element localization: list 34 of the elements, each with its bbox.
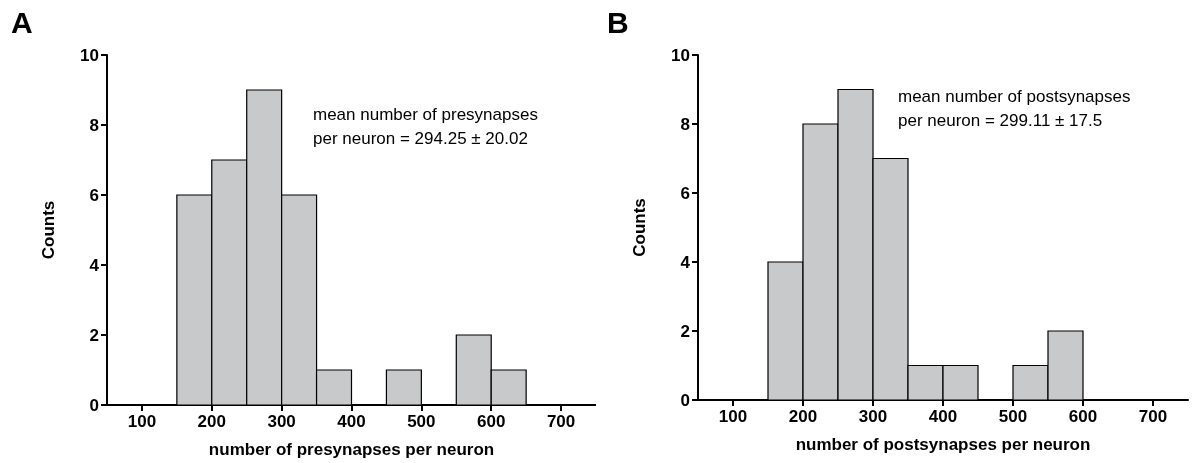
annotation: mean number of postsynapses per neuron = 299.11 ± 17.5: [898, 86, 1131, 130]
y-tick-label: 4: [680, 252, 691, 272]
x-tick-label: 700: [546, 412, 576, 431]
x-tick-label: 300: [858, 407, 888, 426]
x-tick-label: 100: [127, 412, 157, 431]
y-tick-label: 0: [89, 395, 99, 415]
y-tick-label: 4: [89, 255, 100, 275]
y-axis-title: Counts: [630, 198, 649, 257]
x-tick-label: 400: [928, 407, 958, 426]
x-tick-label: 200: [197, 412, 226, 431]
x-tick-label: 200: [788, 407, 818, 426]
y-tick-label: 6: [89, 185, 99, 205]
x-tick-label: 700: [1138, 407, 1168, 426]
y-tick-label: 10: [671, 45, 690, 65]
chart-title: B: [607, 5, 629, 39]
annotation: mean number of presynapses per neuron = 294.25 ± 20.02: [313, 104, 538, 148]
y-tick-label: 10: [80, 45, 99, 65]
y-tick-label: 8: [680, 114, 690, 134]
x-tick-label: 500: [407, 412, 436, 431]
chart-title: A: [11, 5, 33, 39]
x-tick-label: 100: [718, 407, 748, 426]
x-tick-label: 500: [998, 407, 1028, 426]
y-tick-label: 2: [89, 325, 99, 345]
x-tick-label: 600: [477, 412, 506, 431]
x-tick-label: 400: [337, 412, 366, 431]
y-axis-title: Counts: [39, 200, 58, 260]
y-tick-label: 0: [680, 390, 690, 410]
y-tick-label: 2: [680, 321, 690, 341]
y-tick-label: 6: [680, 183, 690, 203]
x-tick-label: 300: [267, 412, 296, 431]
x-axis-title: number of presynapses per neuron: [208, 440, 495, 459]
y-tick-label: 8: [89, 115, 99, 135]
x-tick-label: 600: [1068, 407, 1098, 426]
x-axis-title: number of postsynapses per neuron: [795, 435, 1091, 454]
